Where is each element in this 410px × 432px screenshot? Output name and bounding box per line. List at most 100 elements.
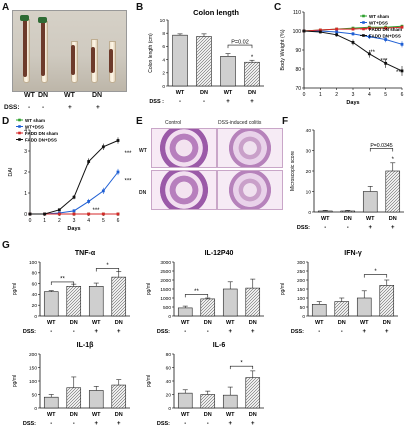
- y-tick-label: 100: [297, 296, 305, 302]
- y-tick-label: 6: [162, 44, 165, 50]
- legend-label: WT+DSS: [25, 124, 44, 129]
- y-tick-label: 200: [297, 278, 305, 284]
- legend-marker: [18, 118, 21, 122]
- bar: [362, 191, 378, 213]
- y-tick-label: 1000: [160, 296, 171, 302]
- y-tick-label: 2: [162, 71, 165, 77]
- y-tick-label: 200: [29, 352, 37, 358]
- y-tick-label: 100: [293, 29, 302, 35]
- data-point: [87, 200, 91, 203]
- y-axis-label: pg/ml: [146, 283, 152, 295]
- panel-label-a: A: [2, 2, 10, 13]
- y-axis-label: pg/ml: [146, 375, 152, 387]
- y-axis-label: Colon length (cm): [148, 33, 154, 73]
- bar: [88, 285, 104, 317]
- y-axis-label: Microscopic score: [290, 151, 296, 191]
- x-tick-label: 5: [102, 218, 105, 224]
- y-tick-label: 110: [293, 10, 301, 16]
- data-point: [351, 32, 355, 36]
- bar: [317, 210, 333, 213]
- y-tick-label: 40: [306, 128, 312, 134]
- data-point: [101, 212, 105, 216]
- legend-label: WT sham: [369, 14, 389, 19]
- series-line: [30, 140, 119, 215]
- y-tick-label: 40: [166, 379, 172, 385]
- cap-1: [20, 15, 29, 21]
- data-point: [400, 25, 404, 29]
- x-tick-label: 2: [58, 218, 61, 224]
- y-tick-label: 1500: [160, 287, 171, 293]
- ifn-gamma-chart: IFN-γ 0 50 100 150 200 250 300 pg/ml WT - DN - WT + DN +…: [280, 250, 398, 335]
- y-tick-label: 30: [306, 148, 312, 154]
- x-tick-label: DN: [200, 90, 208, 96]
- dss-value: -: [207, 421, 209, 427]
- photo-group-label: WT: [24, 92, 35, 99]
- x-tick-label: WT: [92, 320, 101, 326]
- dss-value: +: [94, 329, 98, 335]
- x-tick-label: DN: [204, 320, 212, 326]
- dss-label: DSS:: [291, 329, 304, 335]
- histo-row-label: DN: [139, 190, 147, 196]
- significance-label: ***: [92, 208, 100, 214]
- photo-group-label: WT: [64, 92, 75, 99]
- bar: [88, 390, 104, 409]
- bar: [200, 394, 216, 409]
- y-tick-label: 100: [29, 379, 37, 385]
- y-tick-label: 80: [32, 271, 38, 277]
- data-point: [351, 41, 355, 44]
- dss-value: -: [184, 329, 186, 335]
- data-point: [87, 160, 91, 163]
- x-tick-label: 5: [384, 92, 387, 98]
- dss-value: +: [385, 329, 389, 335]
- data-point: [116, 170, 120, 174]
- histo-col-header: DSS-induced colitis: [218, 120, 262, 126]
- data-point: [302, 29, 306, 33]
- significance-bracket: [229, 365, 254, 370]
- legend-marker: [18, 131, 21, 135]
- significance-label: *: [392, 157, 395, 163]
- photo-group-label: DN: [92, 92, 103, 99]
- legend-label: FADD DN sham: [369, 27, 402, 32]
- x-tick-label: DN: [338, 320, 346, 326]
- dss-value: -: [50, 329, 52, 335]
- significance-bracket: [50, 281, 75, 285]
- x-tick-label: DN: [249, 412, 257, 418]
- y-tick-label: 2000: [160, 278, 171, 284]
- bar: [111, 276, 127, 317]
- y-tick-label: 150: [297, 287, 305, 293]
- dss-value: -: [324, 225, 326, 231]
- bar: [245, 377, 261, 409]
- x-axis-label: Days: [346, 100, 359, 106]
- y-tick-label: 0: [302, 314, 305, 320]
- dss-label: DSS:: [157, 421, 170, 427]
- data-point: [101, 145, 105, 149]
- legend-marker: [362, 27, 365, 31]
- x-tick-label: WT: [47, 412, 56, 418]
- data-point: [72, 209, 76, 213]
- significance-label: ***: [381, 58, 389, 64]
- x-tick-label: WT: [181, 320, 190, 326]
- x-tick-label: DN: [344, 216, 352, 222]
- data-point: [335, 27, 339, 31]
- legend-marker: [362, 21, 365, 24]
- data-point: [384, 61, 388, 65]
- histo-row-label: WT: [139, 148, 147, 154]
- dss-value: -: [203, 99, 205, 105]
- y-axis-label: pg/ml: [12, 283, 18, 295]
- dss-value: -: [318, 329, 320, 335]
- data-point: [384, 26, 388, 30]
- significance-label: *: [106, 263, 109, 269]
- dss-value: +: [251, 421, 255, 427]
- x-tick-label: DN: [248, 90, 256, 96]
- bar: [177, 307, 193, 317]
- x-tick-label: 0: [303, 92, 306, 98]
- photo-dss-value: -: [28, 104, 31, 111]
- y-tick-label: 50: [32, 392, 38, 398]
- bar: [196, 36, 212, 87]
- data-point: [400, 69, 404, 73]
- x-tick-label: 1: [319, 92, 322, 98]
- legend-marker: [18, 125, 21, 128]
- data-point: [351, 27, 355, 31]
- y-tick-label: 0: [308, 210, 311, 216]
